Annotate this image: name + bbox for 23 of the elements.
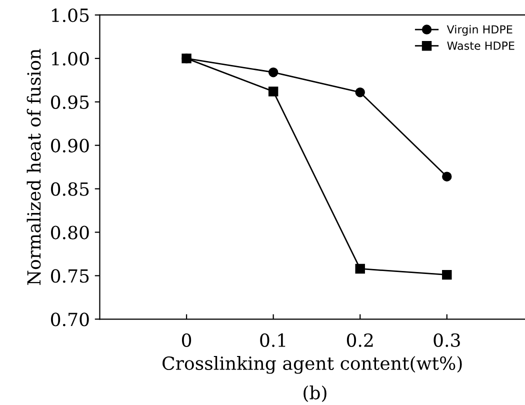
point bbox=[355, 87, 365, 98]
x-tick-label: 0.1 bbox=[260, 333, 286, 348]
y-tick-label: 1.00 bbox=[52, 52, 89, 66]
text: (b) bbox=[304, 386, 326, 402]
x-tick-label: 0 bbox=[182, 333, 192, 348]
y-tick-label: 0.85 bbox=[51, 182, 89, 196]
point bbox=[268, 86, 278, 96]
x-tick-label: 0.3 bbox=[434, 333, 460, 348]
x-axis-title: Crosslinking agent content(wt%) bbox=[162, 356, 462, 374]
legend-label: Virgin HDPE bbox=[446, 24, 512, 36]
y-tick-label: 0.80 bbox=[51, 226, 89, 240]
x-tick-label: 0.2 bbox=[346, 333, 373, 348]
y-tick-label: 1.05 bbox=[52, 8, 89, 22]
point bbox=[442, 270, 452, 280]
y-axis-title: Normalized heat of fusion bbox=[26, 48, 41, 285]
y-tick-label: 0.95 bbox=[51, 95, 89, 110]
y-tick-label: 0.70 bbox=[51, 312, 89, 326]
legend-label: Waste HDPE bbox=[447, 42, 514, 50]
y-tick-label: 0.75 bbox=[51, 269, 89, 283]
y-tick-label: 0.90 bbox=[51, 138, 89, 152]
point bbox=[355, 264, 365, 274]
point bbox=[442, 172, 452, 182]
point bbox=[268, 67, 278, 78]
